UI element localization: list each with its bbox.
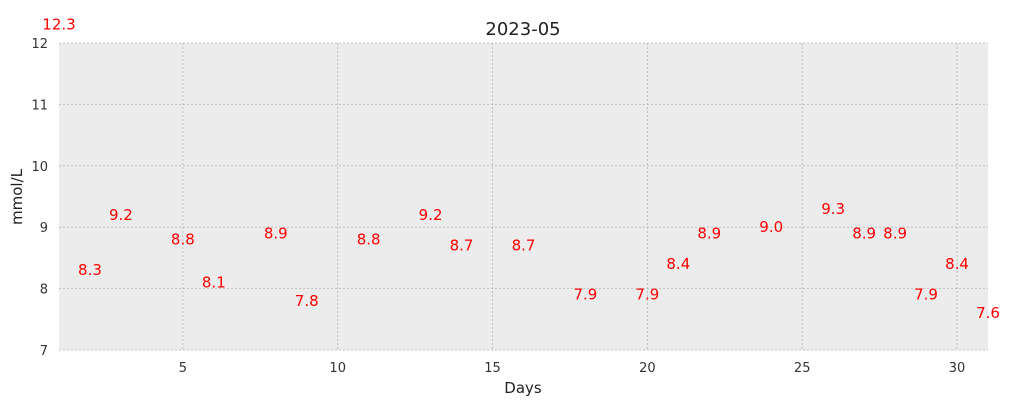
y-gridlines: [59, 42, 988, 351]
data-point-label: 9.2: [419, 206, 443, 224]
x-tick-label: 25: [794, 361, 811, 376]
data-point-label: 8.9: [883, 224, 907, 242]
y-tick-labels: 7 8 9 10 11 12: [31, 37, 48, 359]
x-tick-label: 10: [329, 361, 346, 376]
data-point-label: 7.9: [914, 286, 938, 304]
x-axis-label: Days: [504, 379, 542, 397]
chart-title: 2023-05: [485, 19, 560, 40]
data-point-label: 7.9: [574, 286, 598, 304]
data-point-label: 7.8: [295, 292, 319, 310]
data-point-label: 8.7: [512, 237, 536, 255]
y-tick-label: 7: [40, 344, 48, 359]
data-point-label: 8.8: [171, 230, 195, 248]
x-tick-label: 20: [639, 361, 656, 376]
data-point-label: 12.3: [42, 16, 75, 34]
x-gridlines: [182, 43, 958, 350]
x-tick-label: 30: [949, 361, 966, 376]
data-point-label: 8.3: [78, 261, 102, 279]
y-tick-label: 10: [31, 160, 48, 175]
data-point-label: 9.3: [821, 200, 845, 218]
data-point-label: 8.9: [697, 224, 721, 242]
data-point-label: 8.9: [852, 224, 876, 242]
data-point-label: 9.0: [759, 218, 783, 236]
data-point-label: 7.6: [976, 304, 1000, 322]
data-labels: 12.3 8.3 9.2 8.8 8.1 8.9 7.8 8.8 9.2 8.7 8.7 7.9 7.9…: [42, 16, 1000, 323]
y-tick-label: 12: [31, 37, 48, 52]
x-tick-label: 15: [484, 361, 501, 376]
y-tick-label: 11: [31, 98, 48, 113]
x-tick-labels: 5 10 15 20 25 30: [179, 361, 966, 376]
plot-background: [59, 43, 988, 350]
data-point-label: 8.1: [202, 273, 226, 291]
data-point-label: 9.2: [109, 206, 133, 224]
data-point-label: 7.9: [635, 286, 659, 304]
data-point-label: 8.4: [945, 255, 969, 273]
y-tick-label: 8: [40, 283, 48, 298]
y-tick-label: 9: [40, 221, 48, 236]
x-tick-label: 5: [179, 361, 187, 376]
data-point-label: 8.4: [666, 255, 690, 273]
data-point-label: 8.7: [450, 237, 474, 255]
data-point-label: 8.9: [264, 224, 288, 242]
y-axis-label: mmol/L: [8, 168, 26, 225]
data-point-label: 8.8: [357, 230, 381, 248]
